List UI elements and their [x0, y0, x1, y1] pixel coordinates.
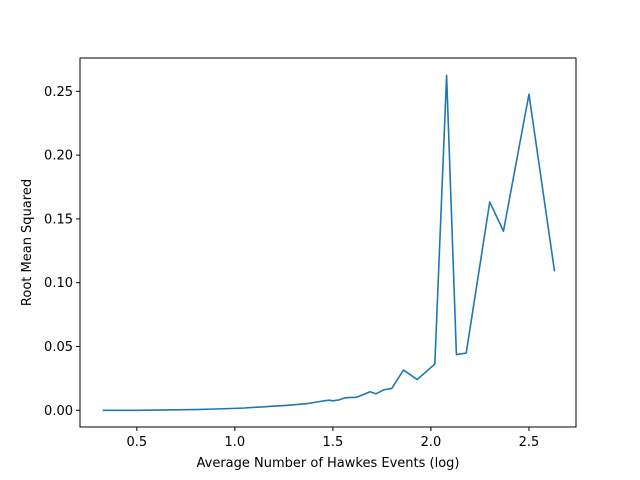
y-tick-label: 0.05: [44, 340, 73, 355]
y-tick-label: 0.20: [44, 149, 73, 164]
x-tick-label: 0.5: [127, 435, 148, 450]
x-axis: 0.5 1.0 1.5 2.0 2.5: [127, 427, 540, 450]
series-line: [102, 74, 556, 412]
x-tick-label: 2.0: [421, 435, 442, 450]
x-axis-label: Average Number of Hawkes Events (log): [197, 456, 460, 471]
y-tick-label: 0.25: [44, 85, 73, 100]
x-tick-label: 2.5: [519, 435, 540, 450]
x-tick-label: 1.5: [323, 435, 344, 450]
plot-area: [102, 74, 556, 412]
y-tick-label: 0.10: [44, 276, 73, 291]
plot-frame: [79, 57, 577, 428]
y-axis-label: Root Mean Squared: [20, 179, 35, 306]
x-tick-label: 1.0: [225, 435, 246, 450]
y-tick-label: 0.00: [44, 404, 73, 419]
y-axis: 0.00 0.05 0.10 0.15 0.20 0.25: [44, 85, 80, 419]
y-tick-label: 0.15: [44, 212, 73, 227]
